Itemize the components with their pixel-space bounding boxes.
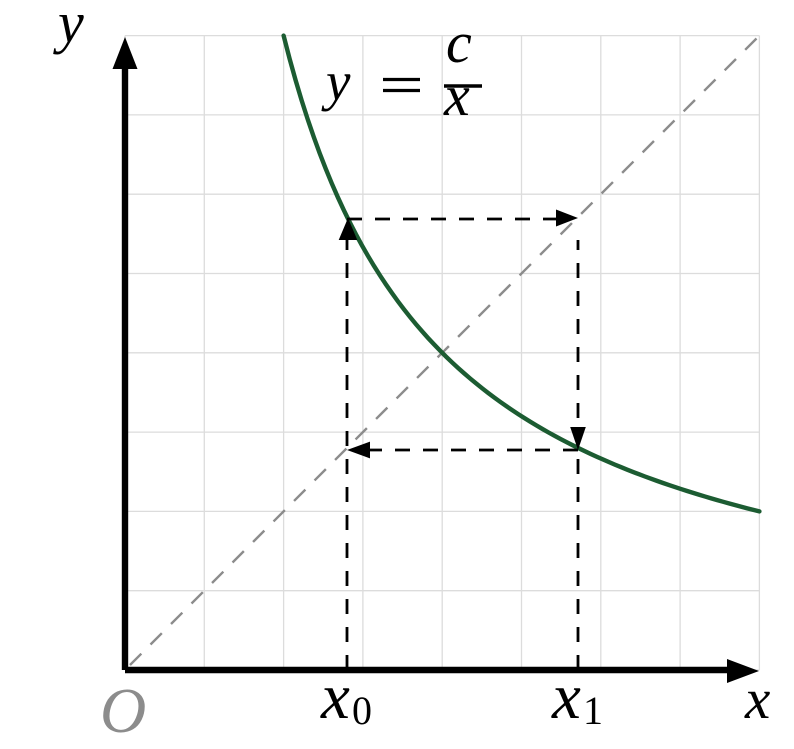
svg-text:x: x (551, 661, 581, 733)
svg-text:x: x (443, 63, 470, 128)
svg-text:x: x (320, 661, 350, 733)
svg-text:O: O (100, 675, 146, 746)
svg-text:x: x (744, 668, 770, 731)
svg-text:y: y (53, 0, 84, 55)
svg-text:y: y (321, 51, 351, 112)
svg-text:0: 0 (352, 688, 372, 733)
svg-text:1: 1 (583, 688, 603, 733)
